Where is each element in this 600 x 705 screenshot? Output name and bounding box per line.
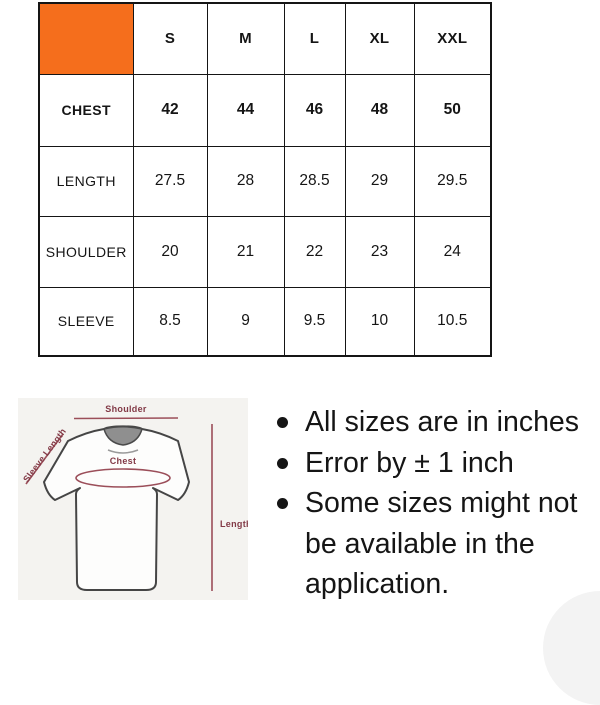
size-value-cell: 10.5 xyxy=(413,286,492,357)
tshirt-outline xyxy=(43,425,190,591)
note-item: Error by ± 1 inch xyxy=(274,443,596,484)
row-label-shoulder: SHOULDER xyxy=(38,215,134,288)
note-item-continuation: application. xyxy=(274,564,596,605)
size-value-cell: 21 xyxy=(206,215,285,288)
bullet-icon xyxy=(277,457,288,469)
notes-list: All sizes are in inches Error by ± 1 inc… xyxy=(274,402,596,605)
collar-underline xyxy=(107,449,139,454)
note-text: be available in the xyxy=(305,527,535,560)
collar-shape xyxy=(103,426,143,446)
header-size-s: S xyxy=(132,2,208,75)
size-value-cell: 50 xyxy=(413,73,492,147)
corner-cell xyxy=(38,2,134,75)
header-size-xl: XL xyxy=(344,2,415,75)
note-text: All sizes are in inches xyxy=(305,406,580,438)
size-value-cell: 46 xyxy=(283,73,346,147)
chest-label: Chest xyxy=(110,456,137,466)
size-value-cell: 10 xyxy=(344,286,415,357)
table-row-shoulder: SHOULDER 20 21 22 23 24 xyxy=(38,215,492,288)
note-item: Some sizes might not xyxy=(274,483,596,524)
size-value-cell: 9 xyxy=(206,286,285,357)
size-value-cell: 9.5 xyxy=(283,286,346,357)
size-value-cell: 44 xyxy=(206,73,285,147)
chest-measure-ellipse xyxy=(75,468,171,488)
header-size-l: L xyxy=(283,2,346,75)
note-text: application. xyxy=(305,568,450,600)
tshirt-sketch: Shoulder Sleeve Length Chest Length xyxy=(21,404,251,591)
size-value-cell: 28.5 xyxy=(283,145,346,217)
size-value-cell: 24 xyxy=(413,215,492,288)
note-item-continuation: be available in the xyxy=(274,524,596,565)
shoulder-label: Shoulder xyxy=(105,404,147,414)
size-value-cell: 48 xyxy=(344,73,415,147)
table-row-sleeve: SLEEVE 8.5 9 9.5 10 10.5 xyxy=(38,286,492,357)
length-label: Length xyxy=(220,519,248,529)
size-value-cell: 27.5 xyxy=(132,145,208,217)
table-header-row: S M L XL XXL xyxy=(38,2,492,75)
size-value-cell: 23 xyxy=(344,215,415,288)
note-text: Some sizes might not xyxy=(305,487,578,519)
sleeve-measure-line xyxy=(25,433,64,485)
table-row-length: LENGTH 27.5 28 28.5 29 29.5 xyxy=(38,145,492,217)
size-value-cell: 8.5 xyxy=(132,286,208,357)
size-value-cell: 20 xyxy=(132,215,208,288)
size-value-cell: 22 xyxy=(283,215,346,288)
size-value-cell: 29 xyxy=(344,145,415,217)
header-size-xxl: XXL xyxy=(413,2,492,75)
corner-ghost-circle xyxy=(543,591,600,705)
bullet-icon xyxy=(277,417,288,428)
size-value-cell: 28 xyxy=(206,145,285,217)
row-label-length: LENGTH xyxy=(38,145,134,217)
note-item: All sizes are in inches xyxy=(274,402,596,443)
size-chart-table: S M L XL XXL CHEST 42 44 46 48 50 LENGTH… xyxy=(38,2,492,357)
table-row-chest: CHEST 42 44 46 48 50 xyxy=(38,73,492,147)
size-value-cell: 42 xyxy=(132,73,208,147)
size-value-cell: 29.5 xyxy=(413,145,492,217)
header-size-m: M xyxy=(206,2,285,75)
tshirt-measurement-diagram: Shoulder Sleeve Length Chest Length xyxy=(18,398,251,600)
bullet-icon xyxy=(277,498,288,509)
row-label-chest: CHEST xyxy=(38,73,134,147)
row-label-sleeve: SLEEVE xyxy=(38,286,134,357)
shoulder-measure-line xyxy=(73,417,179,420)
note-text: Error by ± 1 inch xyxy=(305,446,514,479)
